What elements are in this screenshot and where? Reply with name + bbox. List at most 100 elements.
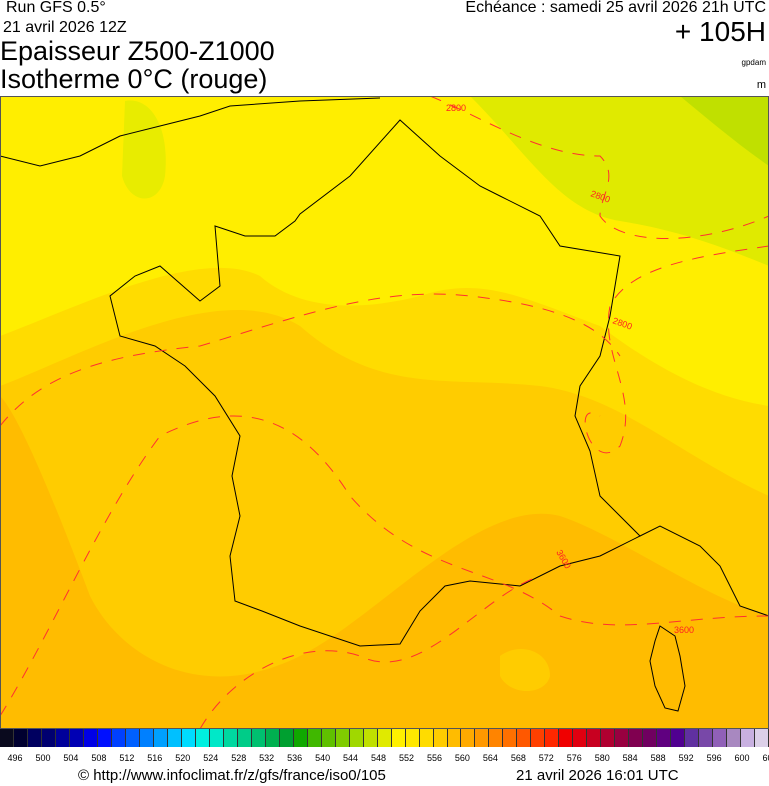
colorbar-swatch <box>671 729 686 747</box>
colorbar-swatch <box>629 729 644 747</box>
run-model: Run GFS 0.5° <box>6 0 106 16</box>
colorbar-swatch <box>657 729 672 747</box>
colorbar-swatch <box>97 729 112 747</box>
colorbar-label: 600 <box>734 753 750 763</box>
colorbar-swatch <box>139 729 154 747</box>
colorbar-label: 528 <box>231 753 247 763</box>
colorbar-swatch <box>307 729 322 747</box>
colorbar-label: 580 <box>594 753 610 763</box>
colorbar-label: 496 <box>7 753 23 763</box>
colorbar-swatch <box>293 729 308 747</box>
map-subtitle: Isotherme 0°C (rouge) <box>0 64 268 94</box>
unit-thickness: gpdam <box>741 58 766 67</box>
isotherm-label: 3600 <box>674 625 694 635</box>
isotherm-2800-east <box>584 245 769 454</box>
colorbar-swatch <box>223 729 238 747</box>
isotherm-south <box>199 575 541 729</box>
colorbar-swatch <box>83 729 98 747</box>
colorbar-swatch <box>167 729 182 747</box>
fill-northeast <box>470 96 769 266</box>
colorbar-label: 532 <box>259 753 275 763</box>
colorbar-swatch <box>755 729 769 747</box>
colorbar-swatch <box>405 729 420 747</box>
colorbar-swatch <box>265 729 280 747</box>
colorbar-label: 564 <box>482 753 498 763</box>
colorbar-swatch <box>685 729 700 747</box>
colorbar-swatch <box>461 729 476 747</box>
colorbar-swatch <box>55 729 70 747</box>
colorbar-swatch <box>41 729 56 747</box>
colorbar-swatch <box>13 729 28 747</box>
colorbar-label: 508 <box>91 753 107 763</box>
colorbar-swatch <box>209 729 224 747</box>
colorbar-label: 536 <box>287 753 303 763</box>
colorbar-label: 516 <box>147 753 163 763</box>
colorbar-swatch <box>545 729 560 747</box>
colorbar-swatch <box>251 729 266 747</box>
colorbar-swatch <box>713 729 728 747</box>
colorbar <box>0 729 769 747</box>
colorbar-swatch <box>335 729 350 747</box>
fill-far-northeast <box>680 96 769 166</box>
colorbar-swatch <box>531 729 546 747</box>
colorbar-label: 504 <box>63 753 79 763</box>
fill-england-green <box>122 100 166 199</box>
colorbar-swatch <box>643 729 658 747</box>
colorbar-label: 512 <box>119 753 135 763</box>
isotherm-3600 <box>0 415 769 717</box>
colorbar-swatch <box>517 729 532 747</box>
colorbar-label: 596 <box>706 753 722 763</box>
colorbar-swatch <box>279 729 294 747</box>
colorbar-swatch <box>699 729 714 747</box>
forecast-valid-time: Echéance : samedi 25 avril 2026 21h UTC <box>465 0 766 16</box>
colorbar-label: 556 <box>426 753 442 763</box>
colorbar-label: 520 <box>175 753 191 763</box>
colorbar-labels: 496 500 504 508 512 516 520 524 528 532 536 540 544 5… <box>0 753 769 765</box>
colorbar-swatch <box>0 729 14 747</box>
colorbar-label: 588 <box>650 753 666 763</box>
colorbar-swatch <box>447 729 462 747</box>
map-title: Epaisseur Z500-Z1000 <box>0 36 275 66</box>
colorbar-label: 524 <box>203 753 219 763</box>
colorbar-swatch <box>27 729 42 747</box>
colorbar-label: 552 <box>398 753 414 763</box>
colorbar-label: 544 <box>343 753 359 763</box>
coastline-corsica <box>649 625 686 712</box>
isotherm-west <box>0 293 621 427</box>
colorbar-swatch <box>433 729 448 747</box>
colorbar-swatch <box>349 729 364 747</box>
colorbar-swatch <box>391 729 406 747</box>
colorbar-swatch <box>125 729 140 747</box>
colorbar-label: 540 <box>315 753 331 763</box>
colorbar-swatch <box>195 729 210 747</box>
coastline-england <box>0 97 381 167</box>
colorbar-label: 548 <box>371 753 387 763</box>
colorbar-label: 500 <box>35 753 51 763</box>
colorbar-label: 604 <box>762 753 769 763</box>
colorbar-swatch <box>489 729 504 747</box>
colorbar-swatch <box>601 729 616 747</box>
colorbar-swatch <box>727 729 742 747</box>
colorbar-swatch <box>363 729 378 747</box>
colorbar-label: 576 <box>566 753 582 763</box>
colorbar-label: 560 <box>454 753 470 763</box>
colorbar-label: 568 <box>510 753 526 763</box>
colorbar-swatch <box>237 729 252 747</box>
colorbar-swatch <box>377 729 392 747</box>
colorbar-label: 584 <box>622 753 638 763</box>
colorbar-swatch <box>587 729 602 747</box>
colorbar-swatch <box>475 729 490 747</box>
run-date: 21 avril 2026 12Z <box>3 19 127 36</box>
colorbar-swatch <box>419 729 434 747</box>
colorbar-swatch <box>111 729 126 747</box>
generated-time: 21 avril 2026 16:01 UTC <box>516 767 679 784</box>
coastline-france <box>109 119 641 647</box>
colorbar-swatch <box>573 729 588 747</box>
colorbar-swatch <box>559 729 574 747</box>
colorbar-swatch <box>69 729 84 747</box>
colorbar-swatch <box>181 729 196 747</box>
fill-med-lighter <box>500 648 550 691</box>
lead-time: + 105H <box>674 16 766 47</box>
colorbar-swatch <box>153 729 168 747</box>
